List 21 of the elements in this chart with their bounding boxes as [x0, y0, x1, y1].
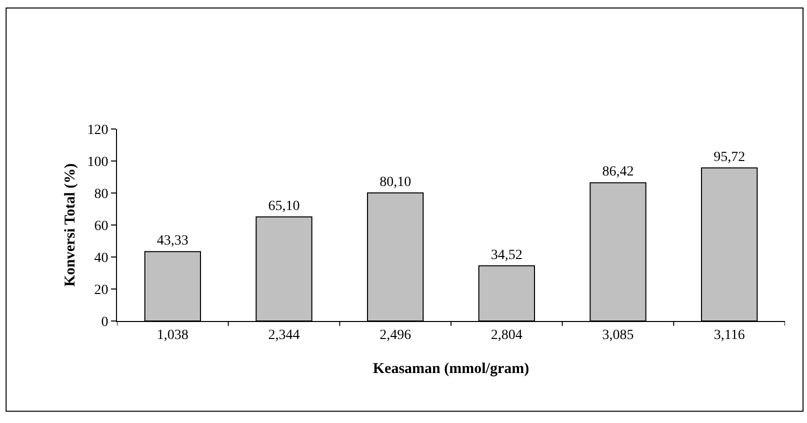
data-label: 43,33 — [156, 234, 188, 249]
y-tick-label: 60 — [94, 218, 108, 234]
data-label: 95,72 — [714, 150, 746, 165]
y-axis-title: Konversi Total (%) — [62, 163, 78, 287]
data-label: 86,42 — [602, 164, 634, 180]
data-label: 34,52 — [490, 248, 522, 263]
y-tick-label: 80 — [94, 186, 108, 202]
y-tick-label: 100 — [87, 154, 108, 170]
x-tick-label: 2,496 — [380, 328, 412, 343]
x-tick-label: 2,344 — [268, 328, 300, 343]
x-tick-label: 2,804 — [490, 328, 522, 343]
x-tick-label: 3,116 — [714, 328, 745, 343]
data-label: 65,10 — [268, 198, 300, 214]
y-tick-label: 0 — [101, 314, 108, 330]
y-tick-label: 20 — [94, 282, 108, 298]
x-tick-label: 3,085 — [602, 328, 634, 343]
x-axis-title: Keasaman (mmol/gram) — [372, 360, 530, 377]
y-tick-label: 120 — [87, 122, 108, 138]
x-tick-label: 1,038 — [156, 328, 188, 343]
data-label: 80,10 — [380, 174, 412, 190]
y-tick-label: 40 — [94, 250, 108, 266]
